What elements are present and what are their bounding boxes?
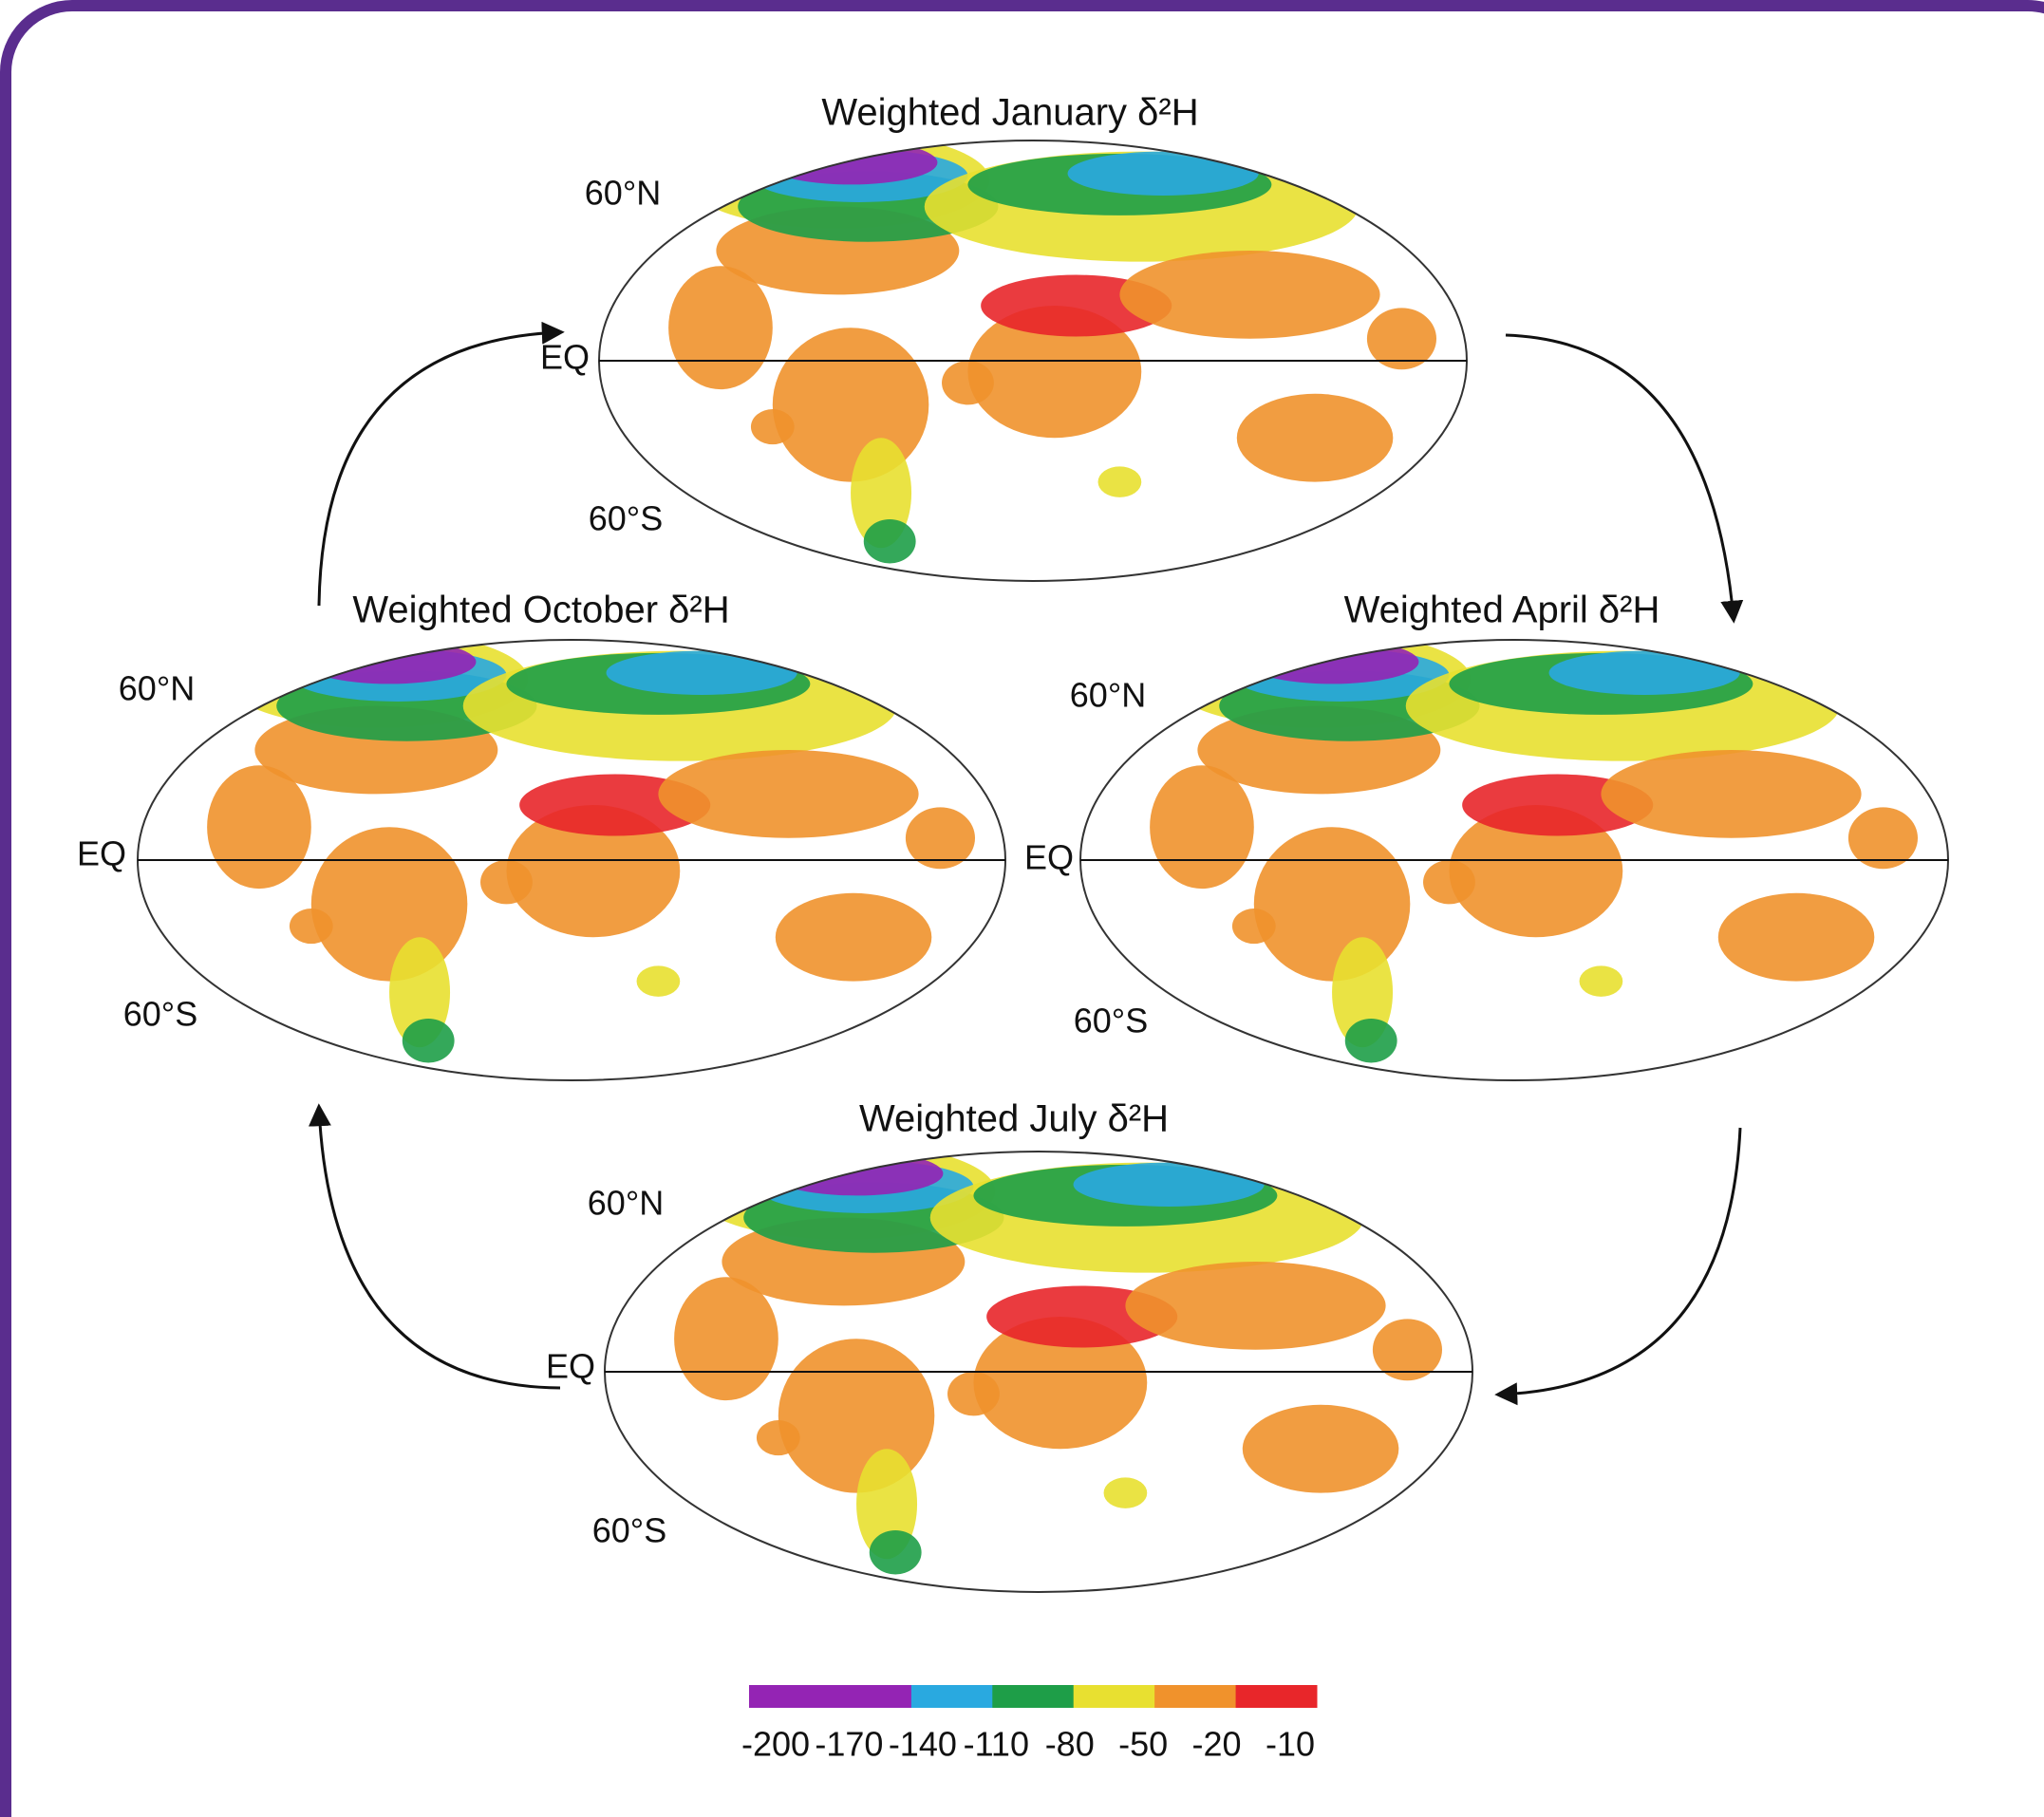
arrow <box>1505 333 1744 624</box>
region-patch <box>668 266 773 390</box>
lat-label: 60°N <box>585 174 661 213</box>
colorbar-segment <box>830 1685 912 1708</box>
colorbar-tick-label: -80 <box>1045 1725 1095 1764</box>
map-fill <box>138 640 1005 1080</box>
region-patch <box>905 807 976 870</box>
region-patch <box>506 805 681 938</box>
region-patch <box>289 908 333 945</box>
map-fill <box>599 140 1467 581</box>
region-patch <box>658 750 919 838</box>
map-title: Weighted October δ²H <box>352 590 729 631</box>
colorbar-tick-label: -170 <box>815 1725 883 1764</box>
region-patch <box>947 1372 1000 1416</box>
map-title: Weighted July δ²H <box>859 1098 1169 1140</box>
lat-label: EQ <box>77 834 126 873</box>
region-patch <box>1372 1319 1443 1381</box>
region-patch <box>1717 892 1875 982</box>
map: Weighted October δ²H 60°N EQ 60°S <box>77 590 1006 1081</box>
region-patch <box>1449 805 1623 938</box>
colorbar-segment <box>1073 1685 1155 1708</box>
lat-label: 60°S <box>589 499 663 538</box>
colorbar-tick-label: -10 <box>1266 1725 1315 1764</box>
region-patch <box>1242 1404 1399 1493</box>
region-patch <box>1548 650 1740 695</box>
colorbar-segment <box>910 1685 993 1708</box>
region-patch <box>480 860 533 905</box>
region-patch <box>1423 860 1475 905</box>
region-patch <box>1601 750 1862 838</box>
region-patch <box>750 409 795 445</box>
region-patch <box>967 306 1142 439</box>
region-patch <box>674 1277 778 1401</box>
lat-label: 60°N <box>1070 676 1146 715</box>
map-fill <box>605 1152 1472 1592</box>
region-patch <box>1103 1477 1148 1508</box>
region-patch <box>778 1339 935 1493</box>
region-patch <box>310 827 468 982</box>
colorbar-tick-label: -110 <box>964 1725 1029 1764</box>
lat-label: EQ <box>546 1347 595 1386</box>
lat-label: 60°S <box>1074 1002 1148 1040</box>
colorbar-tick-label: -20 <box>1192 1725 1242 1764</box>
lat-label: EQ <box>540 338 590 377</box>
lat-label: 60°S <box>123 995 197 1034</box>
colorbar-tick-label: -140 <box>889 1725 957 1764</box>
region-patch <box>1119 251 1380 339</box>
region-patch <box>973 1317 1148 1450</box>
region-patch <box>756 1420 800 1456</box>
map-fill <box>1080 640 1948 1080</box>
map: Weighted July δ²H 60°N EQ 60°S <box>546 1098 1473 1593</box>
lat-label: 60°N <box>119 669 195 708</box>
region-patch <box>402 1019 455 1063</box>
map-title: Weighted January δ²H <box>821 92 1198 134</box>
lat-label: 60°N <box>588 1184 664 1223</box>
region-patch <box>775 892 932 982</box>
colorbar-segment <box>749 1685 831 1708</box>
region-patch <box>1073 1162 1265 1208</box>
region-patch <box>772 328 929 482</box>
region-patch <box>942 361 994 405</box>
region-patch <box>1847 807 1919 870</box>
map: Weighted April δ²H 60°N EQ 60°S <box>1024 590 1949 1081</box>
lat-label: 60°S <box>592 1511 666 1550</box>
region-patch <box>606 650 797 695</box>
colorbar: -200 -170 -140 -110 -80 -50 -20 -10 <box>741 1685 1318 1764</box>
region-patch <box>1125 1262 1386 1350</box>
region-patch <box>1579 965 1623 997</box>
region-patch <box>863 519 916 564</box>
region-patch <box>1236 393 1394 482</box>
region-patch <box>1366 308 1437 370</box>
colorbar-tick-label: -200 <box>741 1725 810 1764</box>
arrow <box>317 321 565 607</box>
map: Weighted January δ²H 60°N EQ 60°S <box>540 92 1468 582</box>
colorbar-segment <box>1235 1685 1318 1708</box>
region-patch <box>1231 908 1276 945</box>
region-patch <box>1150 765 1254 890</box>
region-patch <box>1344 1019 1397 1063</box>
region-patch <box>1097 466 1142 497</box>
region-patch <box>869 1530 922 1575</box>
colorbar-segment <box>992 1685 1075 1708</box>
region-patch <box>1067 151 1259 196</box>
region-patch <box>636 965 681 997</box>
map-title: Weighted April δ²H <box>1344 590 1660 631</box>
colorbar-tick-label: -50 <box>1118 1725 1168 1764</box>
region-patch <box>1253 827 1411 982</box>
colorbar-segment <box>1154 1685 1237 1708</box>
arrow <box>1494 1127 1742 1406</box>
region-patch <box>207 765 311 890</box>
arrow <box>308 1103 561 1390</box>
lat-label: EQ <box>1024 838 1074 877</box>
